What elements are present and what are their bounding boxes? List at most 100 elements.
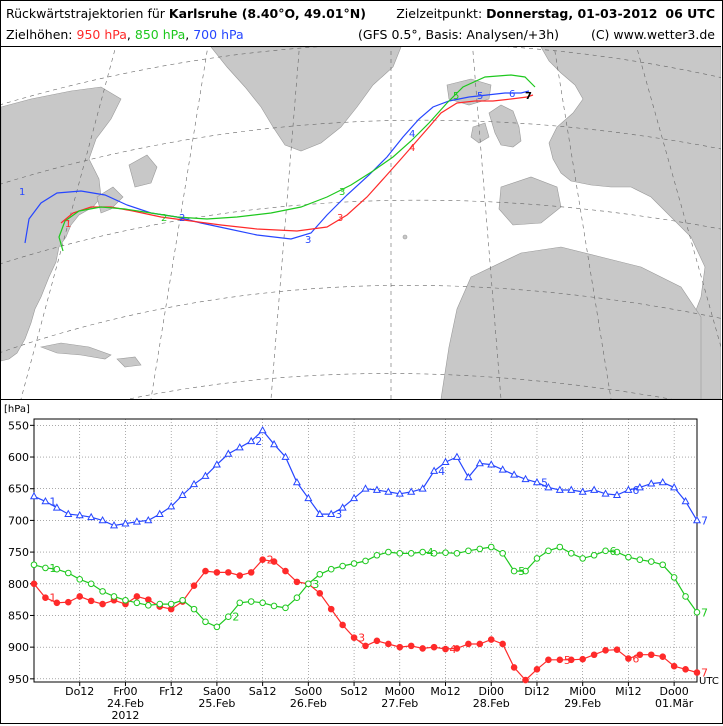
point-950 <box>453 645 461 652</box>
x-tick-label: So00 <box>294 685 322 698</box>
day-label: 1 <box>49 592 56 605</box>
point-700 <box>327 509 336 517</box>
point-850 <box>385 548 392 556</box>
point-950 <box>522 676 529 684</box>
point-700 <box>430 466 439 474</box>
point-700 <box>487 460 496 468</box>
point-700 <box>464 472 473 481</box>
point-950 <box>339 621 346 629</box>
map-label-950-3: 3 <box>337 213 343 224</box>
point-850 <box>487 543 495 551</box>
point-850 <box>602 547 609 555</box>
day-label: 5 <box>541 476 548 489</box>
target-date: Donnerstag, 01-03-2012 <box>486 6 658 21</box>
day-label: 3 <box>335 508 342 521</box>
point-850 <box>373 551 381 559</box>
day-label: 5 <box>518 565 525 578</box>
point-950 <box>76 593 84 600</box>
target-label: Zielzeitpunkt: <box>396 6 483 21</box>
level-700-label: 700 hPa <box>193 27 244 42</box>
y-tick-label: 650 <box>8 483 29 496</box>
point-850 <box>613 548 621 556</box>
point-700 <box>98 515 107 524</box>
day-label: 1 <box>49 562 56 575</box>
point-700 <box>441 457 450 465</box>
point-950 <box>487 636 495 643</box>
point-850 <box>179 596 186 604</box>
point-950 <box>670 662 678 670</box>
point-850 <box>282 604 289 612</box>
map-svg: 1 2 3 4 5 6 1 3 4 2 3 5 7 <box>1 47 721 399</box>
point-700 <box>178 490 187 498</box>
title-line: Rückwärtstrajektorien für Karlsruhe (8.4… <box>6 6 366 21</box>
point-700 <box>407 487 416 495</box>
point-950 <box>190 582 198 589</box>
point-850 <box>64 569 72 577</box>
point-700 <box>132 517 141 525</box>
trajectory-map: 1 2 3 4 5 6 1 3 4 2 3 5 7 <box>1 46 721 400</box>
point-700 <box>201 471 210 479</box>
day-label: 2 <box>232 611 239 624</box>
point-700 <box>624 485 633 493</box>
point-850 <box>362 557 369 565</box>
x-tick-label: Fr00 <box>113 685 137 698</box>
point-850 <box>453 550 461 557</box>
x-date-label: 01.Mär <box>655 697 694 710</box>
map-trajectory-700 <box>24 90 530 244</box>
point-850 <box>30 561 38 569</box>
x-date-label: 27.Feb <box>381 697 418 710</box>
point-850 <box>327 565 335 573</box>
map-label-700-4: 4 <box>409 129 415 140</box>
point-950 <box>225 569 232 576</box>
point-850 <box>236 599 244 607</box>
plot-frame <box>33 418 698 683</box>
point-850 <box>545 547 552 555</box>
point-700 <box>498 465 507 473</box>
point-950 <box>373 637 381 645</box>
point-950 <box>87 597 95 605</box>
point-950 <box>350 634 358 641</box>
point-950 <box>30 580 38 588</box>
point-850 <box>590 551 598 559</box>
point-700 <box>681 496 690 505</box>
x-tick-label: Di00 <box>478 685 504 698</box>
point-850 <box>522 567 529 575</box>
point-950 <box>556 656 564 664</box>
x-tick-label: Mi12 <box>615 685 642 698</box>
point-850 <box>407 550 415 557</box>
point-850 <box>247 598 255 605</box>
point-850 <box>625 553 632 561</box>
point-950 <box>465 640 472 648</box>
target-hour: 06 UTC <box>665 6 715 21</box>
point-850 <box>693 608 701 616</box>
day-label: 5 <box>564 654 571 667</box>
point-850 <box>510 567 518 575</box>
point-700 <box>601 489 610 497</box>
ireland-land <box>470 122 490 144</box>
point-850 <box>305 580 312 588</box>
x-tick-label: Mo12 <box>430 685 460 698</box>
map-label-end: 7 <box>525 91 532 102</box>
levels-separator-1: , <box>126 27 131 42</box>
graticule <box>1 47 721 399</box>
point-700 <box>590 485 599 493</box>
point-950 <box>499 640 506 648</box>
point-850 <box>76 576 84 583</box>
x-tick-label: Di12 <box>524 685 550 698</box>
point-950 <box>659 653 667 660</box>
greenland-land <box>210 47 402 152</box>
point-850 <box>133 599 141 607</box>
point-950 <box>419 645 426 652</box>
map-label-700-6: 6 <box>509 89 515 100</box>
point-950 <box>202 567 209 575</box>
day-label: 4 <box>427 546 434 559</box>
point-850 <box>419 548 426 556</box>
y-tick-label: 700 <box>8 514 29 527</box>
point-850 <box>42 564 49 572</box>
point-950 <box>270 558 278 565</box>
point-850 <box>293 594 301 602</box>
x-tick-label: Do12 <box>65 685 94 698</box>
point-850 <box>556 543 564 551</box>
point-700 <box>475 458 484 467</box>
plot-axes: [hPa] 550 600 650 700 750 800 850 900 950 Do12 Fr00… <box>0 399 722 722</box>
